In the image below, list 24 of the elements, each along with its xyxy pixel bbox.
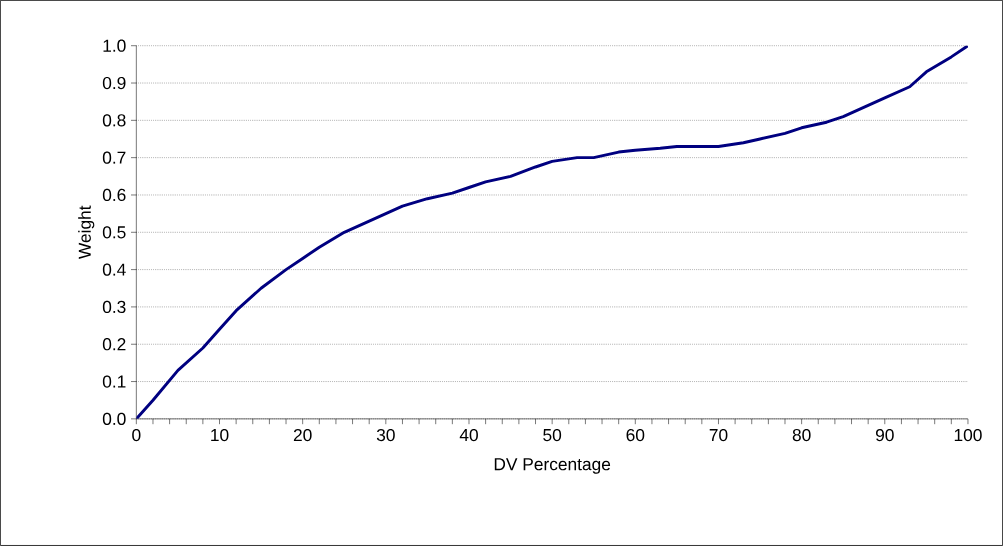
x-tick-label: 70	[709, 428, 728, 442]
x-tick-label: 20	[293, 428, 312, 442]
x-tick-label: 50	[543, 428, 562, 442]
y-tick-label: 0.2	[102, 338, 126, 351]
y-tick-label: 0.4	[102, 263, 126, 276]
x-tick-label: 90	[875, 428, 894, 442]
y-tick-label: 0.0	[102, 412, 126, 426]
y-tick-label: 0.1	[102, 375, 126, 388]
x-tick-label: 40	[459, 428, 478, 442]
y-tick-label: 0.6	[102, 188, 126, 202]
y-tick-label: 1.0	[103, 39, 126, 52]
y-axis-title: Weight	[78, 205, 95, 260]
y-tick-label: 0.7	[102, 151, 126, 164]
x-tick-label: 100	[954, 428, 982, 442]
y-tick-label: 0.8	[102, 114, 126, 127]
x-tick-label: 60	[626, 428, 645, 442]
x-tick-label: 0	[132, 428, 141, 442]
y-tick-label: 0.9	[102, 76, 126, 90]
x-tick-label: 80	[792, 428, 811, 442]
x-axis-title: DV Percentage	[494, 458, 611, 474]
y-tick-label: 0.3	[102, 300, 126, 314]
y-tick-label: 0.5	[102, 226, 126, 239]
x-tick-label: 30	[376, 428, 395, 442]
x-tick-label: 10	[211, 428, 229, 442]
